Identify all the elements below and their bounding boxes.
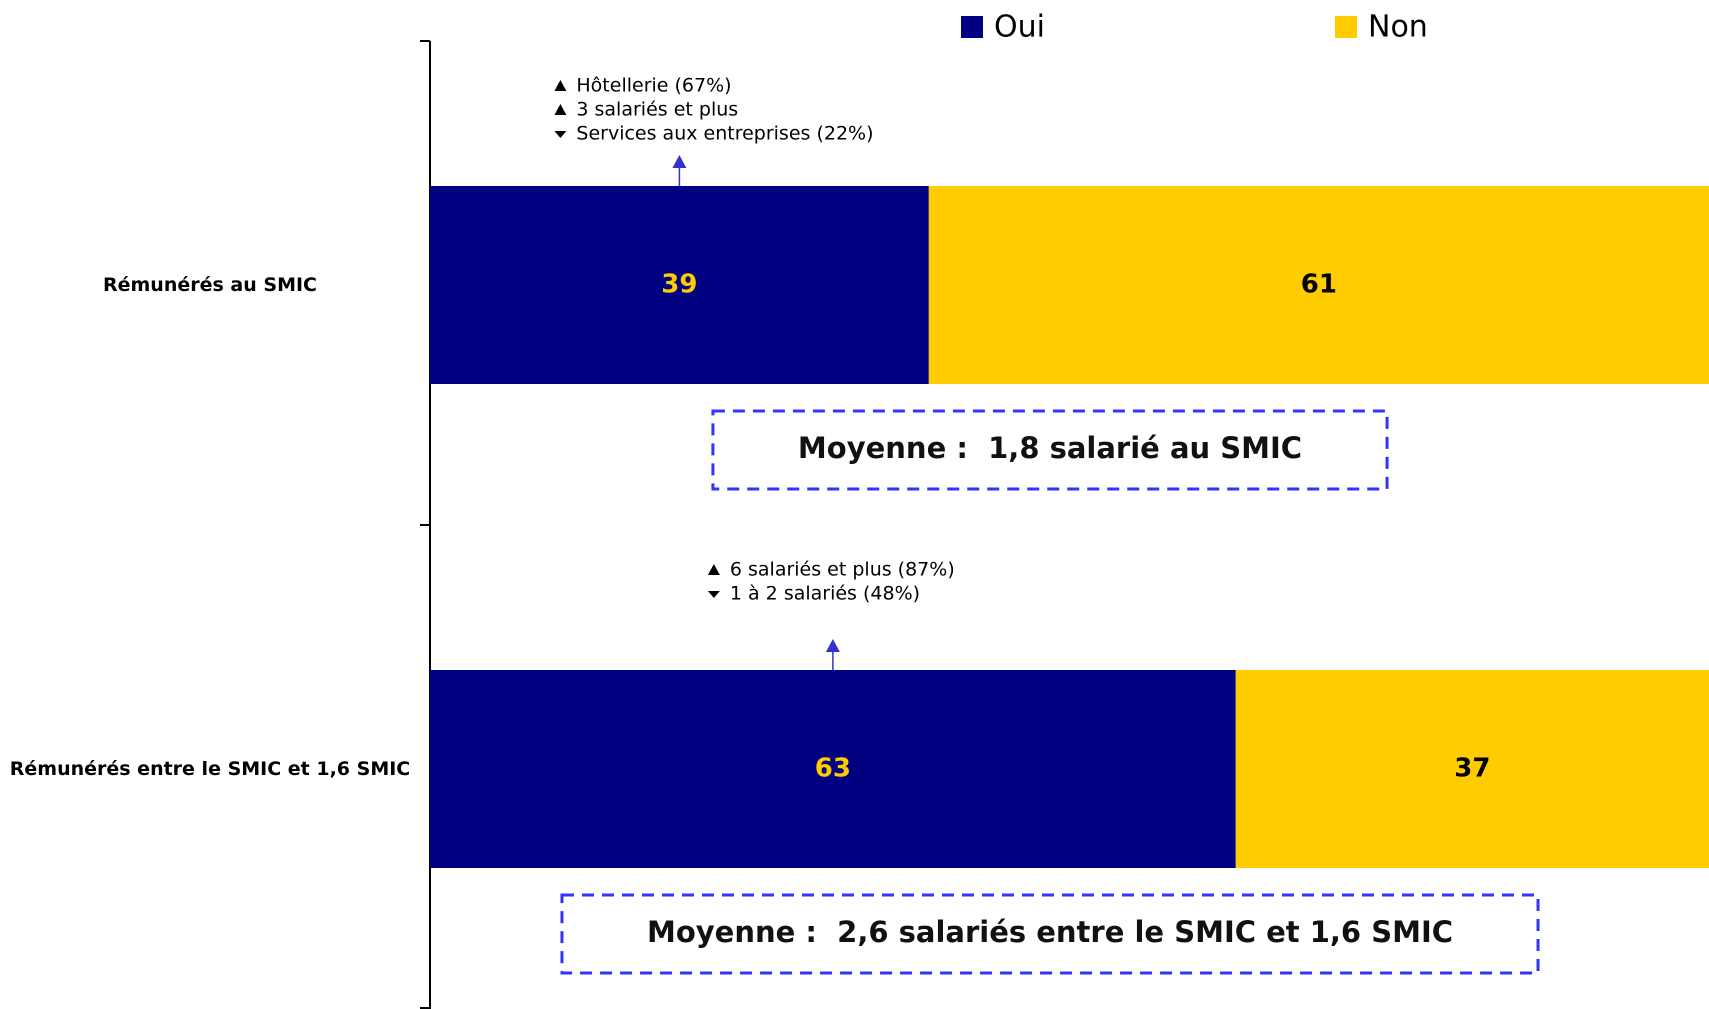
note-marker bbox=[554, 131, 567, 138]
note-marker bbox=[707, 591, 720, 598]
arrow-head bbox=[672, 155, 687, 168]
category-label: Rémunérés au SMIC bbox=[102, 274, 317, 296]
legend-label: Oui bbox=[994, 10, 1045, 45]
value-label: 37 bbox=[1454, 754, 1490, 784]
arrow-head bbox=[825, 639, 840, 652]
note-text: 1 à 2 salariés (48%) bbox=[730, 583, 920, 605]
bar-segment bbox=[430, 670, 1236, 868]
value-label: 39 bbox=[661, 270, 697, 300]
note-text: Hôtellerie (67%) bbox=[576, 75, 731, 97]
average-text: Moyenne : 2,6 salariés entre le SMIC et … bbox=[647, 915, 1453, 949]
value-label: 61 bbox=[1301, 270, 1337, 300]
bar-segment bbox=[1235, 670, 1709, 868]
average-box bbox=[711, 409, 1389, 491]
note-marker bbox=[554, 104, 567, 115]
value-label: 63 bbox=[815, 754, 851, 784]
legend-label: Non bbox=[1368, 10, 1428, 45]
note-marker bbox=[554, 80, 567, 91]
note-text: 3 salariés et plus bbox=[576, 99, 738, 121]
average-box bbox=[560, 893, 1540, 975]
legend-swatch bbox=[1335, 16, 1357, 38]
category-label: Rémunérés entre le SMIC et 1,6 SMIC bbox=[9, 758, 411, 780]
note-text: Services aux entreprises (22%) bbox=[576, 123, 873, 145]
average-text: Moyenne : 1,8 salarié au SMIC bbox=[798, 431, 1302, 465]
bar-segment bbox=[430, 186, 929, 384]
legend-swatch bbox=[961, 16, 983, 38]
note-text: 6 salariés et plus (87%) bbox=[730, 559, 955, 581]
bar-segment bbox=[928, 186, 1709, 384]
note-marker bbox=[707, 564, 720, 575]
